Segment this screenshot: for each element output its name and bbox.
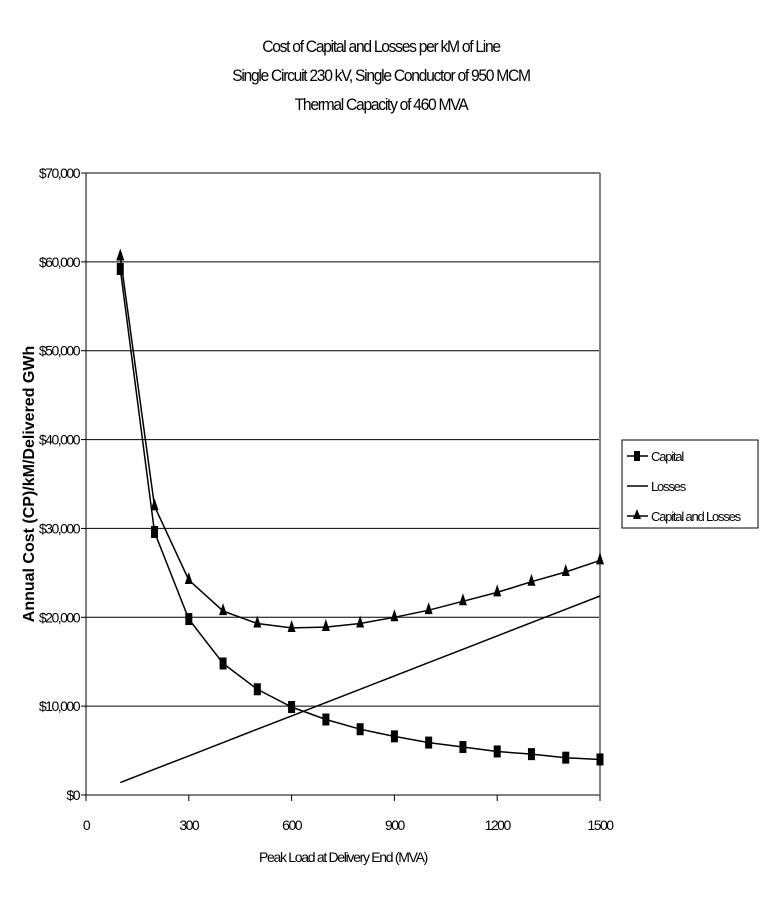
series-capital-and-losses bbox=[116, 248, 604, 632]
data-point-capital bbox=[527, 748, 535, 761]
data-point-capital-and-losses bbox=[596, 552, 604, 565]
legend-item-losses: Losses bbox=[627, 479, 688, 494]
legend-box bbox=[621, 439, 759, 529]
series-line-capital bbox=[119, 268, 601, 761]
y-tick-labels: $0 $10,000 $20,000 $30,000 $40,000 $50,000 $60… bbox=[39, 165, 82, 803]
data-point-capital bbox=[390, 730, 398, 743]
data-point-capital bbox=[322, 713, 330, 726]
data-point-capital-and-losses bbox=[150, 498, 159, 511]
gridlines bbox=[86, 261, 600, 707]
legend-marker-triangle bbox=[633, 509, 641, 519]
data-point-capital-and-losses bbox=[116, 248, 125, 261]
legend: Capital Losses Capital and Losses bbox=[621, 439, 759, 529]
data-point-capital bbox=[116, 262, 124, 275]
y-tick-label: $60,000 bbox=[39, 254, 81, 270]
legend-marker-square bbox=[634, 451, 640, 461]
title-line-3: Thermal Capacity of 460 MVA bbox=[294, 95, 469, 114]
x-tick-label: 300 bbox=[179, 817, 200, 833]
series-line-capital-and-losses bbox=[119, 256, 601, 629]
data-point-capital bbox=[151, 525, 159, 538]
x-tick-label: 0 bbox=[83, 817, 91, 833]
data-point-capital bbox=[288, 701, 296, 714]
x-axis-label: Peak Load at Delivery End (MVA) bbox=[259, 849, 428, 865]
data-point-capital-and-losses bbox=[219, 603, 228, 616]
x-tick-labels: 0 300 600 900 1200 1500 bbox=[83, 817, 616, 833]
data-point-capital bbox=[253, 683, 261, 696]
y-tick-label: $30,000 bbox=[39, 520, 81, 536]
data-point-capital-and-losses bbox=[458, 593, 467, 606]
data-point-capital bbox=[425, 736, 433, 749]
series-losses bbox=[120, 595, 601, 784]
y-tick-label: $40,000 bbox=[39, 432, 81, 448]
y-tick-label: $70,000 bbox=[39, 165, 81, 181]
data-point-capital-and-losses bbox=[527, 573, 536, 586]
y-tick-label: $20,000 bbox=[39, 609, 81, 625]
y-tick-label: $10,000 bbox=[39, 698, 81, 714]
x-tick-label: 1500 bbox=[587, 817, 614, 833]
y-tick-label: $50,000 bbox=[39, 343, 81, 359]
series-group bbox=[116, 248, 604, 784]
x-tick-label: 900 bbox=[385, 817, 406, 833]
x-tick-label: 600 bbox=[282, 817, 303, 833]
axes bbox=[81, 172, 601, 801]
data-point-capital bbox=[219, 657, 227, 670]
data-point-capital bbox=[596, 753, 604, 766]
data-point-capital-and-losses bbox=[253, 615, 262, 628]
data-point-capital bbox=[493, 745, 501, 758]
legend-label-capital-and-losses: Capital and Losses bbox=[651, 509, 742, 524]
data-point-capital-and-losses bbox=[184, 571, 193, 584]
series-capital bbox=[116, 262, 604, 766]
x-tick-label: 1200 bbox=[485, 817, 512, 833]
legend-item-capital: Capital bbox=[627, 449, 686, 464]
data-point-capital-and-losses bbox=[287, 619, 296, 632]
y-axis-label: Annual Cost (CP)/kM/Delivered GWh bbox=[21, 346, 38, 622]
legend-label-losses: Losses bbox=[651, 479, 687, 494]
legend-item-capital-and-losses: Capital and Losses bbox=[627, 509, 743, 524]
data-point-capital-and-losses bbox=[390, 609, 399, 622]
data-point-capital bbox=[459, 741, 467, 754]
series-line-losses bbox=[120, 595, 601, 784]
data-point-capital-and-losses bbox=[424, 602, 433, 615]
data-point-capital bbox=[356, 723, 364, 736]
data-point-capital bbox=[185, 613, 193, 626]
data-point-capital-and-losses bbox=[321, 619, 330, 632]
title-line-1: Cost of Capital and Losses per kM of Lin… bbox=[262, 37, 501, 56]
chart-title: Cost of Capital and Losses per kM of Lin… bbox=[30, 32, 731, 119]
data-point-capital-and-losses bbox=[561, 563, 570, 576]
legend-label-capital: Capital bbox=[651, 449, 684, 464]
y-tick-label: $0 bbox=[66, 787, 80, 803]
data-point-capital-and-losses bbox=[493, 584, 502, 597]
data-point-capital bbox=[562, 751, 570, 764]
data-point-capital-and-losses bbox=[356, 615, 365, 628]
title-line-2: Single Circuit 230 kV, Single Conductor … bbox=[232, 66, 531, 85]
